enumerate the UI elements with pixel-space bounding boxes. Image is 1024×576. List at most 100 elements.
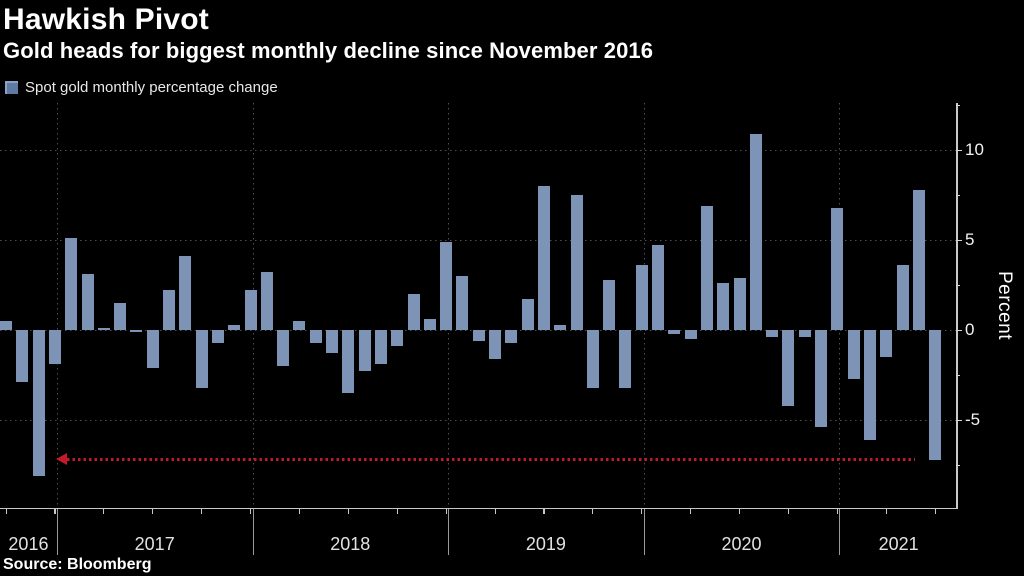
x-axis-year-label: 2017 — [134, 534, 175, 554]
x-tick — [54, 509, 56, 514]
bar-2019-11 — [619, 330, 632, 388]
bar-2021-01 — [847, 330, 860, 379]
bar-2020-10 — [798, 330, 811, 338]
y-tick-major — [956, 419, 962, 421]
bar-2021-04 — [896, 265, 909, 330]
x-tick — [690, 509, 692, 514]
bar-2020-08 — [766, 330, 779, 338]
x-tick — [347, 509, 349, 514]
gridline-5 — [0, 240, 956, 241]
chart-subtitle: Gold heads for biggest monthly decline s… — [3, 38, 654, 63]
x-tick — [298, 509, 301, 514]
bar-2018-03 — [293, 321, 306, 330]
bar-2019-03 — [489, 330, 501, 359]
bar-2018-05 — [326, 330, 338, 354]
y-tick-minor — [956, 104, 960, 106]
bar-2019-12 — [635, 265, 648, 330]
y-axis — [956, 103, 958, 508]
bar-2020-07 — [749, 133, 762, 330]
bar-2017-07 — [163, 290, 175, 330]
bar-2020-11 — [815, 330, 827, 428]
year-divider — [839, 509, 841, 555]
y-tick-label: 10 — [965, 140, 984, 159]
x-tick — [494, 509, 496, 514]
bar-2017-11 — [228, 324, 241, 330]
bar-2020-04 — [700, 205, 713, 330]
bar-2017-04 — [114, 303, 127, 330]
bar-2019-01 — [456, 276, 469, 330]
x-tick — [836, 509, 838, 514]
x-axis-year-label: 2019 — [525, 534, 566, 554]
legend-label: Spot gold monthly percentage change — [25, 79, 278, 96]
bar-2019-06 — [537, 186, 550, 330]
y-tick-label: 0 — [965, 320, 975, 339]
bar-2017-12 — [244, 290, 257, 330]
x-axis-year-label: 2020 — [721, 534, 762, 554]
bar-2017-05 — [130, 330, 143, 332]
bar-2021-05 — [912, 189, 925, 330]
y-tick-major — [956, 149, 962, 151]
x-tick — [739, 509, 741, 514]
bar-2019-07 — [554, 324, 567, 330]
bar-2017-08 — [179, 256, 192, 330]
bar-2019-02 — [472, 330, 485, 341]
trend-arrow-line — [66, 458, 916, 461]
x-axis-year-label: 2018 — [330, 534, 371, 554]
year-divider — [448, 509, 450, 555]
bar-2018-06 — [342, 330, 355, 393]
x-tick — [445, 509, 447, 514]
bar-2017-06 — [146, 330, 159, 368]
source-label: Source: Bloomberg — [3, 556, 152, 573]
bar-2020-06 — [733, 277, 746, 330]
x-tick — [641, 509, 643, 514]
y-tick-major — [956, 329, 962, 331]
x-axis-line — [0, 508, 958, 510]
year-divider — [56, 509, 58, 555]
bar-2020-02 — [668, 330, 681, 334]
bar-2018-11 — [423, 319, 436, 330]
bar-2021-06 — [929, 330, 942, 460]
y-tick-minor — [956, 374, 960, 376]
y-tick-minor — [956, 464, 960, 466]
bar-2016-09 — [0, 321, 12, 330]
bar-2020-03 — [684, 330, 697, 339]
bar-2017-03 — [97, 328, 110, 330]
y-tick-minor — [956, 194, 960, 196]
x-axis: 2016 2017 2018 2019 2020 2021 — [0, 508, 1024, 576]
bar-2018-09 — [391, 330, 404, 347]
bar-2020-05 — [717, 283, 730, 330]
bar-2021-02 — [863, 330, 876, 440]
x-tick — [885, 509, 887, 514]
gridline-10 — [0, 150, 956, 151]
bar-2020-01 — [652, 245, 664, 330]
bar-2018-10 — [407, 294, 420, 330]
trend-arrow-head-icon — [55, 453, 67, 466]
bar-2019-10 — [603, 279, 616, 330]
bar-2017-09 — [195, 330, 208, 388]
bar-2017-10 — [211, 330, 224, 343]
bar-2021-03 — [880, 330, 893, 357]
bar-2016-11 — [32, 330, 45, 476]
bar-2019-08 — [570, 195, 583, 330]
year-divider — [252, 509, 254, 555]
bar-chart-plot-area: 10 5 0 -5 — [0, 103, 1024, 508]
bar-2017-02 — [81, 274, 94, 330]
chart-title: Hawkish Pivot — [3, 3, 209, 36]
year-separator — [56, 103, 58, 508]
y-tick-minor — [956, 284, 960, 286]
x-tick — [5, 509, 7, 514]
x-tick — [396, 509, 398, 514]
bar-2019-09 — [586, 330, 599, 388]
year-divider — [643, 509, 645, 555]
x-axis-year-label: 2016 — [8, 534, 49, 554]
y-tick-label: -5 — [965, 410, 981, 429]
bar-2018-01 — [260, 272, 273, 330]
x-axis-year-label: 2021 — [878, 534, 919, 554]
bar-2020-12 — [831, 207, 844, 330]
legend: Spot gold monthly percentage change — [5, 79, 278, 96]
bar-2016-12 — [48, 330, 61, 365]
x-tick — [543, 509, 545, 514]
bar-2016-10 — [16, 330, 29, 383]
bar-2018-08 — [374, 330, 387, 365]
